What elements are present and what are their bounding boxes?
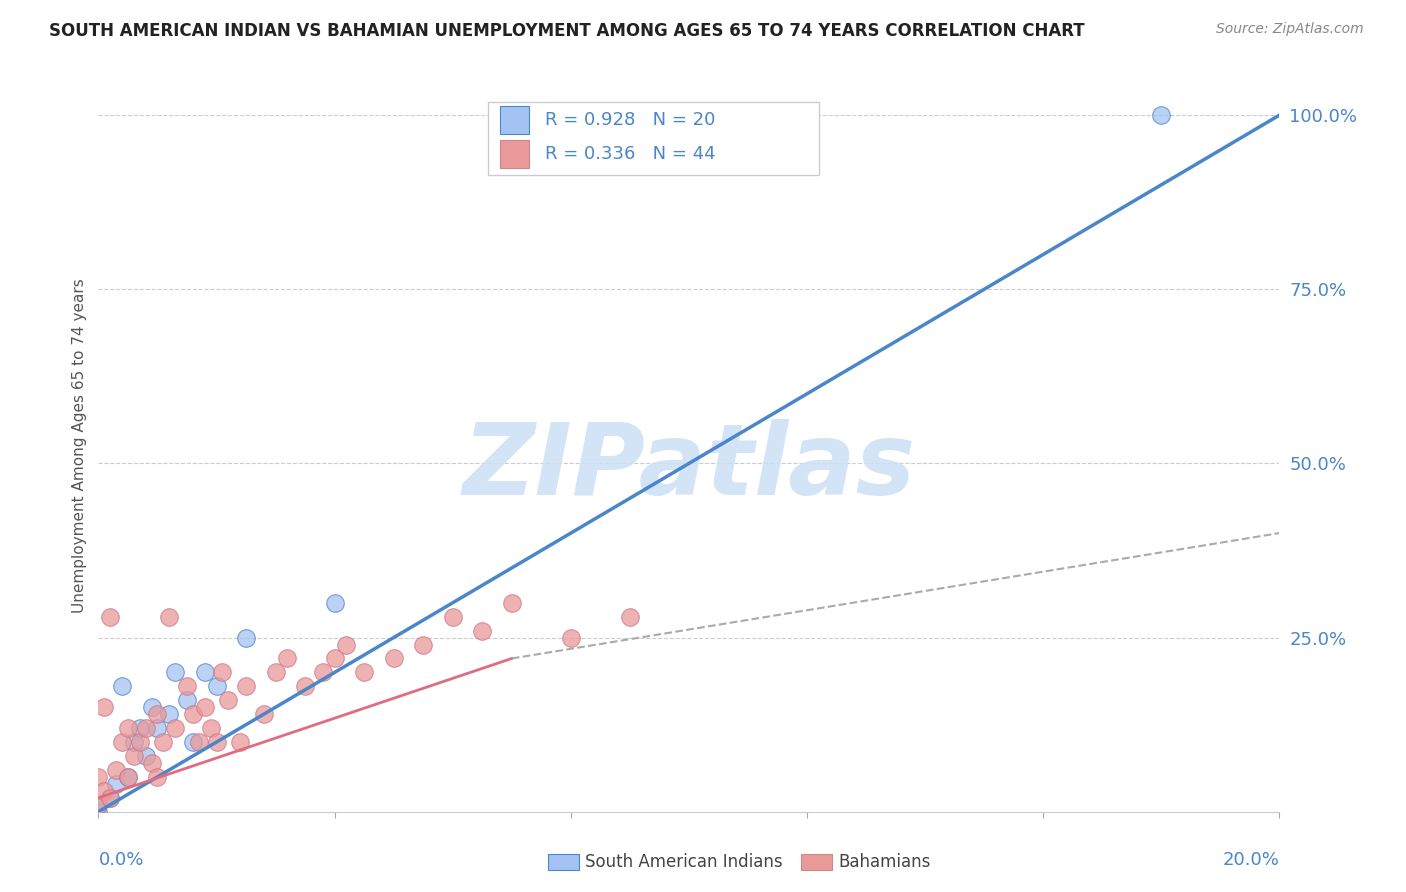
Point [312, 665, 335, 680]
Text: Source: ZipAtlas.com: Source: ZipAtlas.com [1216, 22, 1364, 37]
Point [105, 763, 128, 777]
Point [128, 721, 150, 735]
Point [98, 790, 121, 805]
Point [122, 735, 145, 749]
Point [111, 735, 134, 749]
Point [200, 721, 222, 735]
Point [93, 700, 115, 714]
Point [141, 756, 163, 770]
Point [165, 721, 187, 735]
Point [146, 707, 169, 722]
Point [205, 679, 228, 693]
Point [253, 707, 276, 722]
Point [117, 770, 139, 784]
Point [87, 805, 110, 819]
Point [335, 638, 357, 652]
Point [117, 721, 139, 735]
Text: R = 0.928   N = 20: R = 0.928 N = 20 [546, 111, 716, 128]
Point [1150, 108, 1173, 122]
Point [176, 679, 198, 693]
Point [122, 749, 145, 764]
Point [176, 693, 198, 707]
Text: ZIPatlas: ZIPatlas [463, 419, 915, 516]
Y-axis label: Unemployment Among Ages 65 to 74 years: Unemployment Among Ages 65 to 74 years [72, 278, 87, 614]
Point [87, 797, 110, 812]
FancyBboxPatch shape [501, 106, 530, 134]
Text: South American Indians: South American Indians [585, 853, 783, 871]
Point [152, 735, 174, 749]
Point [135, 749, 157, 764]
Point [194, 665, 217, 680]
Point [157, 609, 180, 624]
Point [235, 679, 257, 693]
Point [294, 679, 316, 693]
Point [187, 735, 209, 749]
Point [560, 631, 582, 645]
FancyBboxPatch shape [501, 140, 530, 168]
Point [146, 770, 169, 784]
Point [93, 784, 115, 798]
Point [412, 638, 434, 652]
Point [98, 790, 121, 805]
Point [105, 777, 128, 791]
Point [157, 707, 180, 722]
Point [441, 609, 464, 624]
Point [323, 596, 346, 610]
Point [181, 735, 204, 749]
Point [87, 797, 110, 812]
Point [353, 665, 375, 680]
Point [135, 721, 157, 735]
Point [211, 665, 233, 680]
Point [323, 651, 346, 665]
Point [117, 770, 139, 784]
Point [229, 735, 252, 749]
Point [194, 700, 217, 714]
Point [217, 693, 239, 707]
Point [146, 721, 169, 735]
FancyBboxPatch shape [488, 103, 818, 176]
Text: 20.0%: 20.0% [1223, 851, 1279, 869]
Point [382, 651, 405, 665]
Point [235, 631, 257, 645]
Point [111, 679, 134, 693]
Point [165, 665, 187, 680]
Point [619, 609, 641, 624]
Point [98, 609, 121, 624]
Point [471, 624, 494, 638]
Point [205, 735, 228, 749]
Point [276, 651, 298, 665]
Text: SOUTH AMERICAN INDIAN VS BAHAMIAN UNEMPLOYMENT AMONG AGES 65 TO 74 YEARS CORRELA: SOUTH AMERICAN INDIAN VS BAHAMIAN UNEMPL… [49, 22, 1085, 40]
Text: R = 0.336   N = 44: R = 0.336 N = 44 [546, 145, 716, 163]
Point [128, 735, 150, 749]
Point [87, 770, 110, 784]
Point [264, 665, 287, 680]
Text: 0.0%: 0.0% [98, 851, 143, 869]
Point [181, 707, 204, 722]
Text: Bahamians: Bahamians [838, 853, 931, 871]
Point [141, 700, 163, 714]
Point [501, 596, 523, 610]
